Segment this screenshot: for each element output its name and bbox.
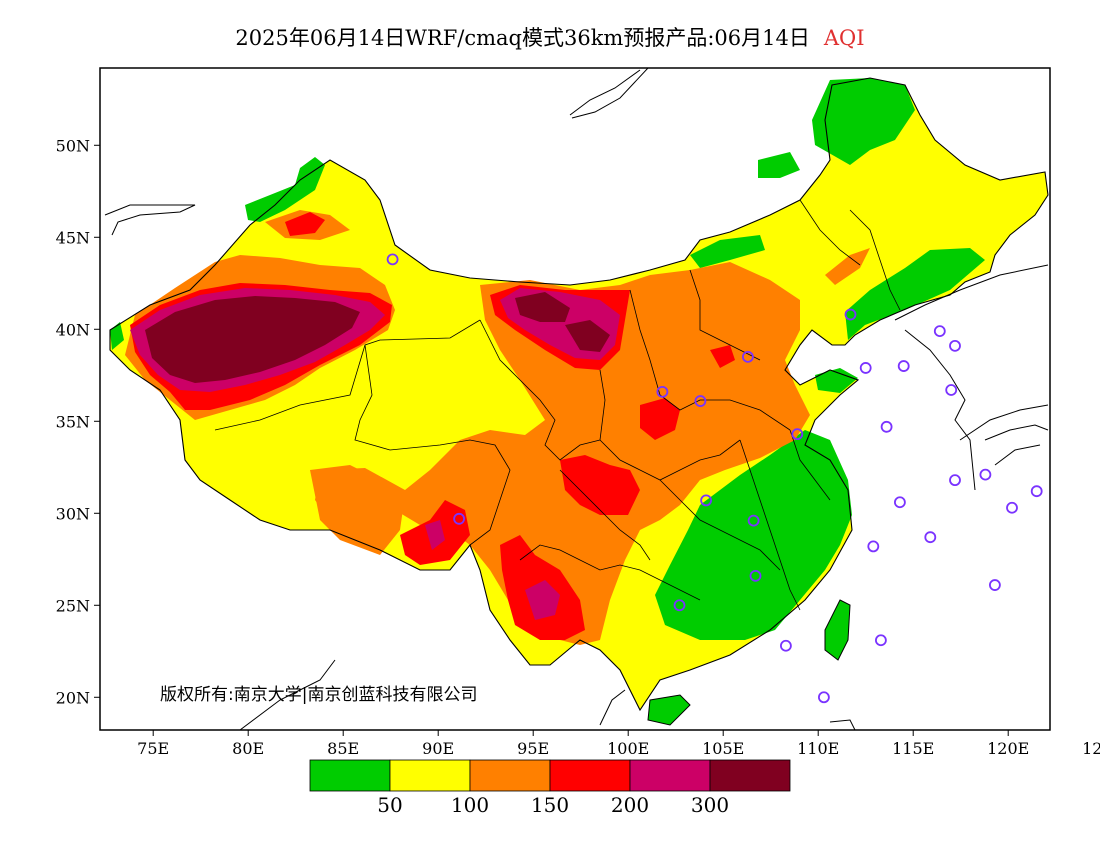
legend-label: 200: [611, 793, 649, 817]
lat-tick-label: 20N: [56, 688, 90, 707]
city-station-marker: [844, 308, 857, 321]
legend-swatch: [629, 759, 711, 792]
city-station-marker: [656, 385, 669, 398]
neighbor-coastlines: [104, 68, 1049, 730]
latitude-axis: 50N 45N 40N 35N 30N 25N 20N: [56, 136, 100, 707]
city-station-marker: [818, 691, 830, 704]
lat-tick-label: 50N: [56, 136, 90, 155]
lat-tick-label: 35N: [56, 412, 90, 431]
map-content: [104, 68, 1078, 730]
lon-tick-label: 125E: [1082, 739, 1100, 758]
aqi-zone-green-taiwan: [825, 600, 850, 660]
province-borders: [214, 199, 901, 611]
lon-tick-label: 85E: [327, 739, 359, 758]
aqi-zone-green-hainan: [648, 695, 690, 725]
copyright-notice: 版权所有:南京大学|南京创蓝科技有限公司: [160, 685, 478, 705]
lon-tick-label: 100E: [607, 739, 649, 758]
country-outline: [109, 77, 1049, 712]
city-station-marker: [791, 428, 804, 441]
aqi-zone-magenta-yunnan: [525, 580, 560, 620]
aqi-zone-red-junggar: [285, 212, 325, 236]
lon-tick-label: 115E: [892, 739, 934, 758]
city-station-marker: [1068, 291, 1078, 301]
longitude-axis: 75E80E85E90E95E100E105E110E115E120E125E1…: [137, 730, 1100, 758]
aqi-zone-green-east-neck: [758, 152, 800, 178]
city-station-marker: [386, 253, 399, 266]
title-variable: AQI: [823, 26, 865, 50]
aqi-zone-green-southeast: [655, 430, 852, 640]
city-station-marker: [949, 339, 961, 352]
lon-tick-label: 95E: [517, 739, 549, 758]
aqi-zone-orange-south-tibet: [310, 465, 405, 555]
city-stations: [386, 253, 1078, 704]
legend-label: 300: [691, 793, 729, 817]
city-station-marker: [867, 540, 880, 553]
lon-tick-label: 90E: [422, 739, 454, 758]
city-station-marker: [859, 362, 872, 374]
city-station-marker: [875, 634, 887, 647]
aqi-zone-green-west-tip: [110, 322, 124, 350]
legend-swatch: [389, 759, 471, 792]
legend-swatch: [469, 759, 551, 792]
lon-tick-label: 110E: [797, 739, 839, 758]
hainan-outline: [647, 694, 691, 726]
title-text: 2025年06月14日WRF/cmaq模式36km预报产品:06月14日: [235, 26, 810, 50]
city-station-marker: [453, 512, 466, 525]
legend-swatch: [549, 759, 631, 792]
aqi-zone-green-liaoning: [845, 248, 985, 340]
legend-label: 100: [451, 793, 489, 817]
aqi-zone-orange-central: [315, 262, 810, 645]
lat-tick-label: 25N: [56, 596, 90, 615]
city-station-marker: [780, 639, 792, 652]
legend-swatch: [709, 759, 791, 792]
map-title: 2025年06月14日WRF/cmaq模式36km预报产品:06月14日 AQI: [0, 22, 1100, 52]
aqi-zone-orange-northeast: [825, 248, 870, 285]
city-station-marker: [1006, 501, 1018, 514]
city-station-marker: [949, 474, 961, 487]
lon-tick-label: 105E: [702, 739, 744, 758]
aqi-zone-green-northeast: [812, 78, 915, 165]
city-station-marker: [933, 325, 946, 338]
aqi-zone-red-hebei: [710, 345, 735, 368]
city-station-marker: [894, 496, 906, 509]
aqi-zone-darkred-tengger: [565, 320, 610, 352]
city-station-marker: [1030, 485, 1043, 498]
city-station-marker: [747, 514, 760, 527]
aqi-zone-green-inner-mongolia: [690, 235, 765, 268]
aqi-zone-magenta-tibet: [425, 520, 445, 550]
city-station-marker: [673, 599, 686, 612]
lat-tick-label: 30N: [56, 504, 90, 523]
lat-tick-label: 45N: [56, 228, 90, 247]
aqi-zone-red-sichuan: [560, 455, 640, 515]
taiwan-outline: [824, 599, 851, 661]
legend-swatch: [309, 759, 391, 792]
city-station-marker: [880, 420, 893, 433]
city-station-marker: [897, 360, 910, 372]
legend-label: 50: [377, 793, 402, 817]
city-station-marker: [694, 395, 707, 407]
city-station-marker: [742, 350, 754, 363]
lon-tick-label: 75E: [137, 739, 169, 758]
aqi-zone-darkred-taklimakan: [145, 296, 360, 383]
aqi-zone-green-altai: [245, 157, 325, 222]
city-station-marker: [700, 494, 712, 507]
aqi-zone-darkred-badain-jaran: [515, 292, 570, 322]
aqi-zone-red-shaanxi: [640, 398, 680, 440]
lat-tick-label: 40N: [56, 320, 90, 339]
city-station-marker: [749, 569, 762, 582]
city-station-marker: [924, 531, 937, 544]
city-station-marker: [945, 384, 958, 396]
aqi-zone-green-shandong: [815, 368, 858, 393]
lon-tick-label: 120E: [987, 739, 1029, 758]
map-frame: [99, 67, 1051, 731]
legend-label: 150: [531, 793, 569, 817]
lon-tick-label: 80E: [232, 739, 264, 758]
city-station-marker: [979, 468, 992, 481]
city-station-marker: [989, 579, 1001, 591]
aqi-legend: 50 100 150 200 300: [309, 759, 791, 817]
